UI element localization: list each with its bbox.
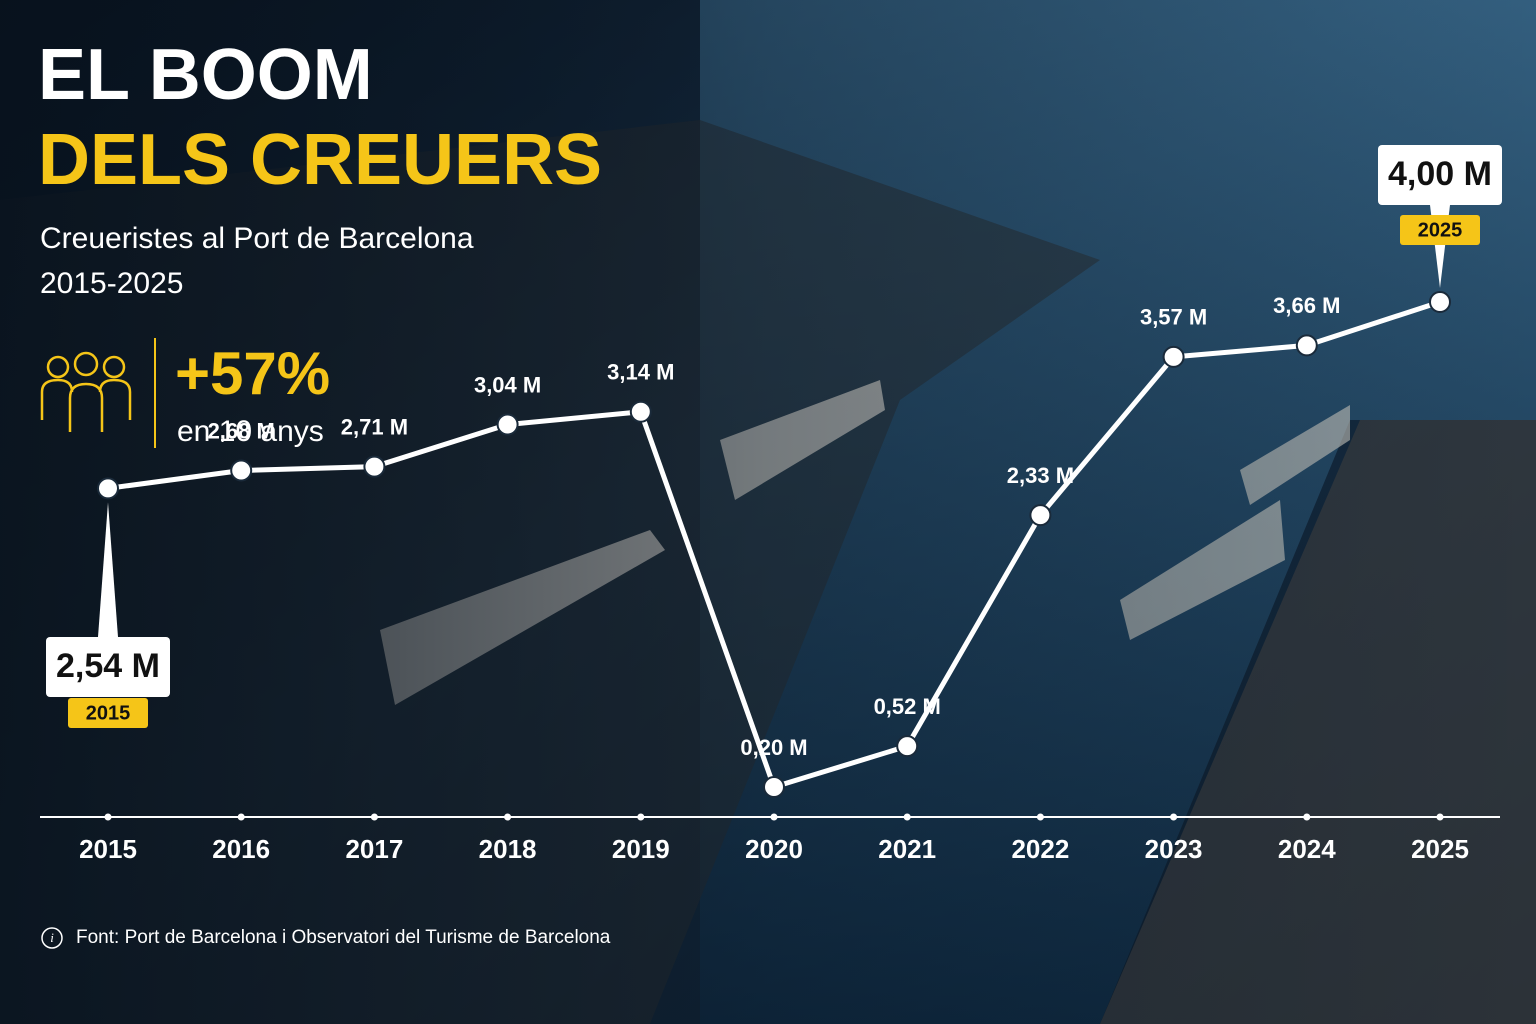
x-tick (1303, 813, 1311, 821)
x-tick-label: 2021 (878, 834, 936, 864)
x-tick-label: 2018 (479, 834, 537, 864)
data-point (97, 477, 119, 500)
x-tick (504, 813, 512, 821)
callout-year: 2015 (86, 702, 131, 724)
callout: 2,54 M 2015 (46, 502, 170, 728)
x-tick (770, 813, 778, 821)
value-label: 2,33 M (1007, 463, 1074, 488)
x-tick-label: 2024 (1278, 834, 1336, 864)
x-tick-label: 2023 (1145, 834, 1203, 864)
callout-pointer (98, 502, 118, 637)
x-tick (1036, 813, 1044, 821)
x-tick-label: 2022 (1011, 834, 1069, 864)
x-tick (637, 813, 645, 821)
data-point (1162, 345, 1185, 368)
source: i Font: Port de Barcelona i Observatori … (41, 927, 611, 949)
data-point (629, 400, 652, 423)
source-text: Font: Port de Barcelona i Observatori de… (76, 927, 611, 948)
callout-badge (68, 698, 148, 728)
x-tick-label: 2020 (745, 834, 803, 864)
people-icon (40, 351, 132, 432)
x-tick (1170, 813, 1178, 821)
svg-text:i: i (50, 930, 54, 945)
data-point (363, 455, 386, 478)
callout-box (46, 637, 170, 697)
callout-value: 2,54 M (56, 647, 160, 685)
value-label: 0,20 M (740, 735, 807, 760)
data-point (230, 459, 253, 482)
callout-year: 2025 (1418, 219, 1463, 241)
x-tick (237, 813, 245, 821)
callout-box (1378, 145, 1502, 205)
x-tick-label: 2015 (79, 834, 137, 864)
title-line: DELS CREUERS (38, 120, 602, 200)
subtitle: 2015-2025 (40, 267, 183, 300)
value-label: 3,04 M (474, 372, 541, 397)
data-point (496, 413, 519, 436)
data-point (1429, 291, 1451, 313)
callout: 4,00 M 2025 (1378, 145, 1502, 288)
value-label: 3,57 M (1140, 305, 1207, 330)
x-tick-label: 2017 (345, 834, 403, 864)
highlight-value: +57% (175, 340, 330, 407)
callout-value: 4,00 M (1388, 155, 1492, 193)
data-point (763, 776, 785, 798)
title-block: EL BOOM DELS CREUERS Creueristes al Port… (38, 35, 602, 300)
x-tick (1436, 813, 1444, 821)
x-tick-label: 2019 (612, 834, 670, 864)
highlight-caption: en 10 anys (177, 415, 324, 448)
data-point (1295, 334, 1318, 357)
data-point (1029, 504, 1052, 527)
x-tick-label: 2025 (1411, 834, 1469, 864)
x-tick (903, 813, 911, 821)
x-tick (104, 813, 112, 821)
subtitle: Creueristes al Port de Barcelona (40, 222, 474, 255)
callout-badge (1400, 215, 1480, 245)
x-tick (370, 813, 378, 821)
value-label: 2,71 M (341, 414, 408, 439)
title-line: EL BOOM (38, 35, 373, 115)
value-label: 2,68 M (208, 418, 275, 443)
x-tick-label: 2016 (212, 834, 270, 864)
value-label: 3,14 M (607, 360, 674, 385)
value-label: 3,66 M (1273, 293, 1340, 318)
value-label: 0,52 M (874, 694, 941, 719)
data-point (896, 735, 919, 758)
